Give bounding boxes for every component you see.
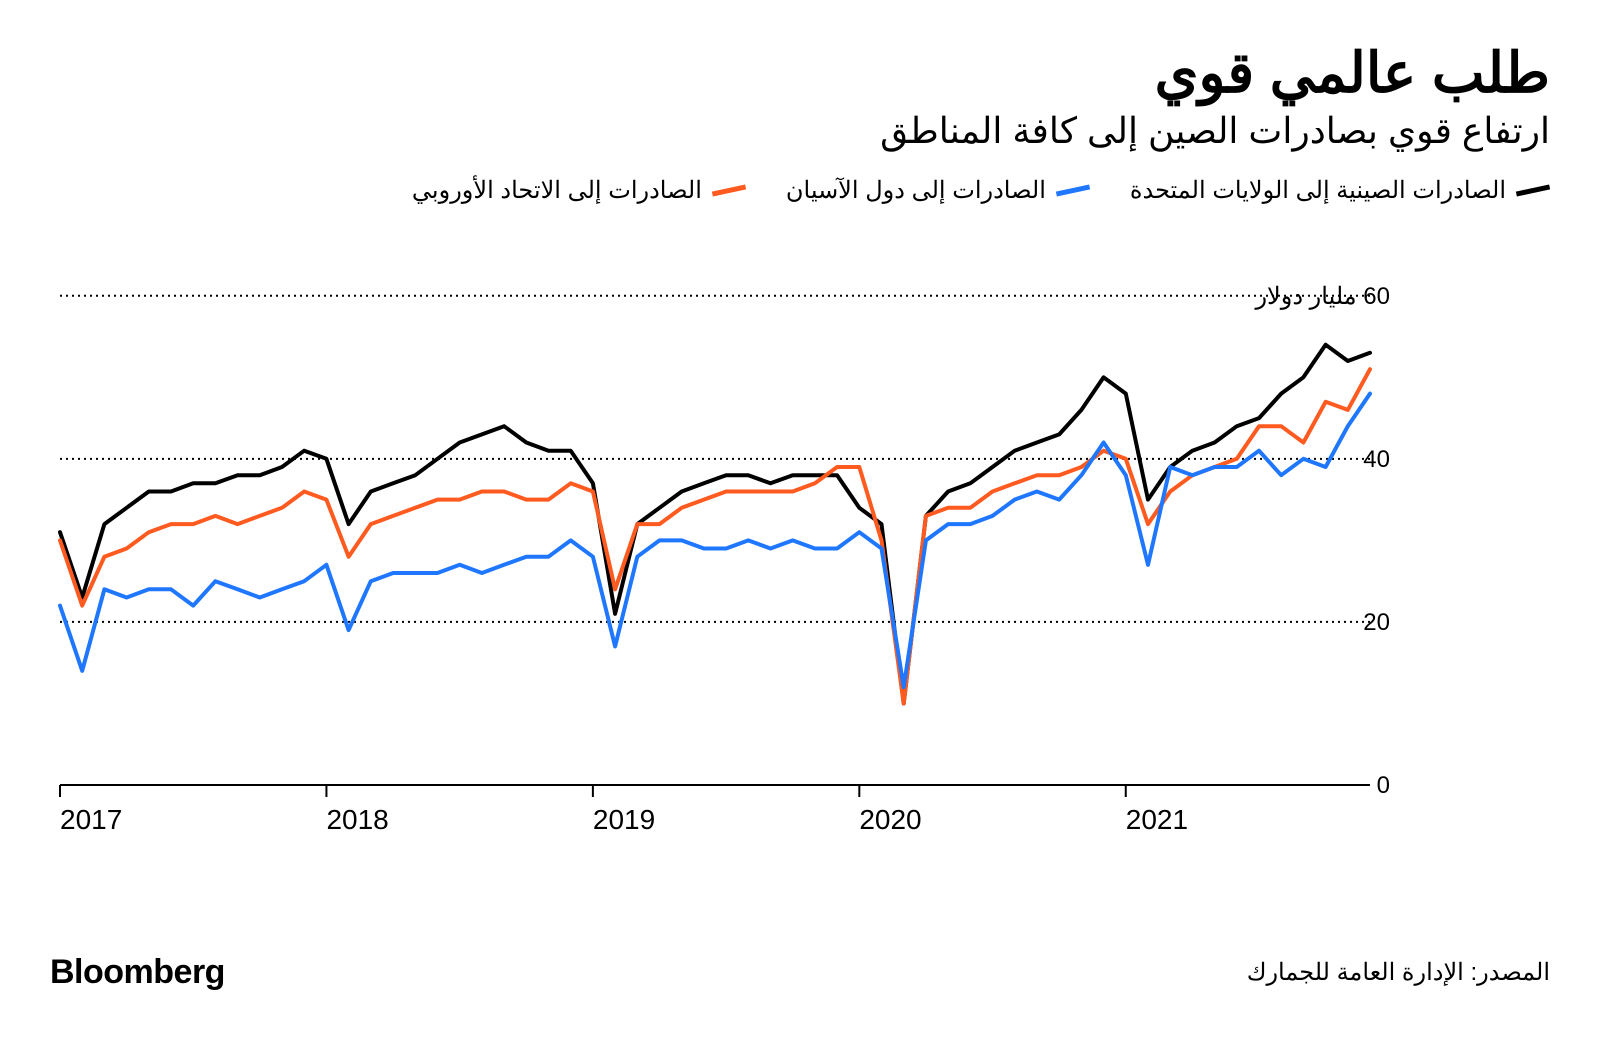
- chart-title: طلب عالمي قوي: [50, 40, 1550, 106]
- legend-swatch: [712, 185, 746, 197]
- svg-text:40: 40: [1363, 446, 1390, 473]
- legend-item: الصادرات إلى الاتحاد الأوروبي: [412, 176, 746, 205]
- legend: الصادرات الصينية إلى الولايات المتحدة الص…: [50, 176, 1550, 205]
- svg-text:2020: 2020: [859, 804, 921, 835]
- legend-swatch: [1516, 185, 1550, 197]
- svg-text:20: 20: [1363, 609, 1390, 636]
- legend-item: الصادرات إلى دول الآسيان: [786, 176, 1090, 205]
- svg-text:2017: 2017: [60, 804, 122, 835]
- svg-text:60 مليار دولار: 60 مليار دولار: [1254, 283, 1390, 310]
- legend-label: الصادرات إلى الاتحاد الأوروبي: [412, 176, 702, 205]
- svg-text:2019: 2019: [593, 804, 655, 835]
- svg-text:0: 0: [1377, 772, 1390, 799]
- legend-label: الصادرات إلى دول الآسيان: [786, 176, 1046, 205]
- legend-label: الصادرات الصينية إلى الولايات المتحدة: [1130, 176, 1506, 205]
- line-chart: 0 20 40 60 مليار دولار 2017 2018 2019 2020 2021: [50, 235, 1550, 855]
- source-label: المصدر: الإدارة العامة للجمارك: [1247, 958, 1550, 987]
- legend-swatch: [1056, 185, 1090, 197]
- chart-subtitle: ارتفاع قوي بصادرات الصين إلى كافة المناط…: [50, 110, 1550, 152]
- brand-logo: Bloomberg: [50, 953, 225, 992]
- svg-text:2018: 2018: [326, 804, 388, 835]
- legend-item: الصادرات الصينية إلى الولايات المتحدة: [1130, 176, 1550, 205]
- svg-text:2021: 2021: [1126, 804, 1188, 835]
